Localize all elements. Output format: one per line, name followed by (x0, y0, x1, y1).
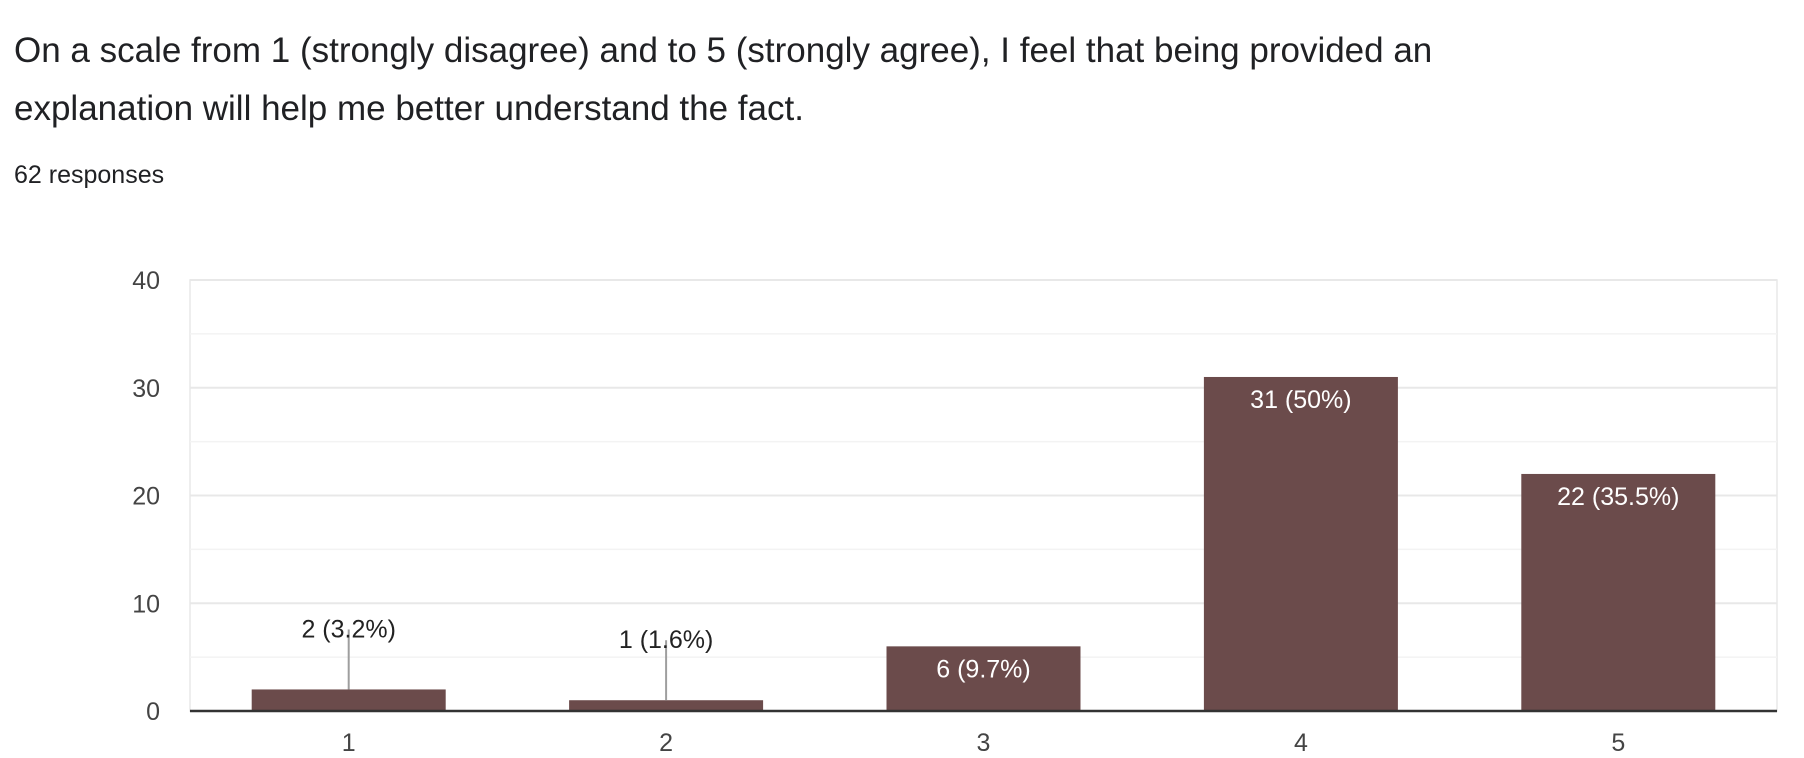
y-tick-label: 20 (132, 483, 160, 511)
y-tick-label: 0 (146, 698, 160, 726)
x-tick-label: 2 (659, 729, 673, 757)
y-tick-label: 30 (132, 375, 160, 403)
x-tick-label: 1 (342, 729, 356, 757)
x-tick-label: 3 (977, 729, 991, 757)
data-label: 31 (50%) (1250, 386, 1351, 414)
data-label: 22 (35.5%) (1557, 483, 1679, 511)
y-tick-label: 40 (132, 267, 160, 295)
bar (886, 646, 1081, 711)
data-label: 6 (9.7%) (936, 655, 1030, 683)
data-label: 2 (3.2%) (301, 615, 395, 643)
bar (569, 700, 764, 711)
x-tick-label: 5 (1611, 729, 1625, 757)
bar (1203, 376, 1398, 711)
y-tick-label: 10 (132, 590, 160, 618)
data-label: 1 (1.6%) (619, 626, 713, 654)
bar (1521, 473, 1716, 711)
question-title: On a scale from 1 (strongly disagree) an… (14, 31, 1433, 128)
bar (251, 689, 446, 711)
response-count: 62 responses (14, 161, 165, 189)
x-tick-label: 4 (1294, 729, 1308, 757)
